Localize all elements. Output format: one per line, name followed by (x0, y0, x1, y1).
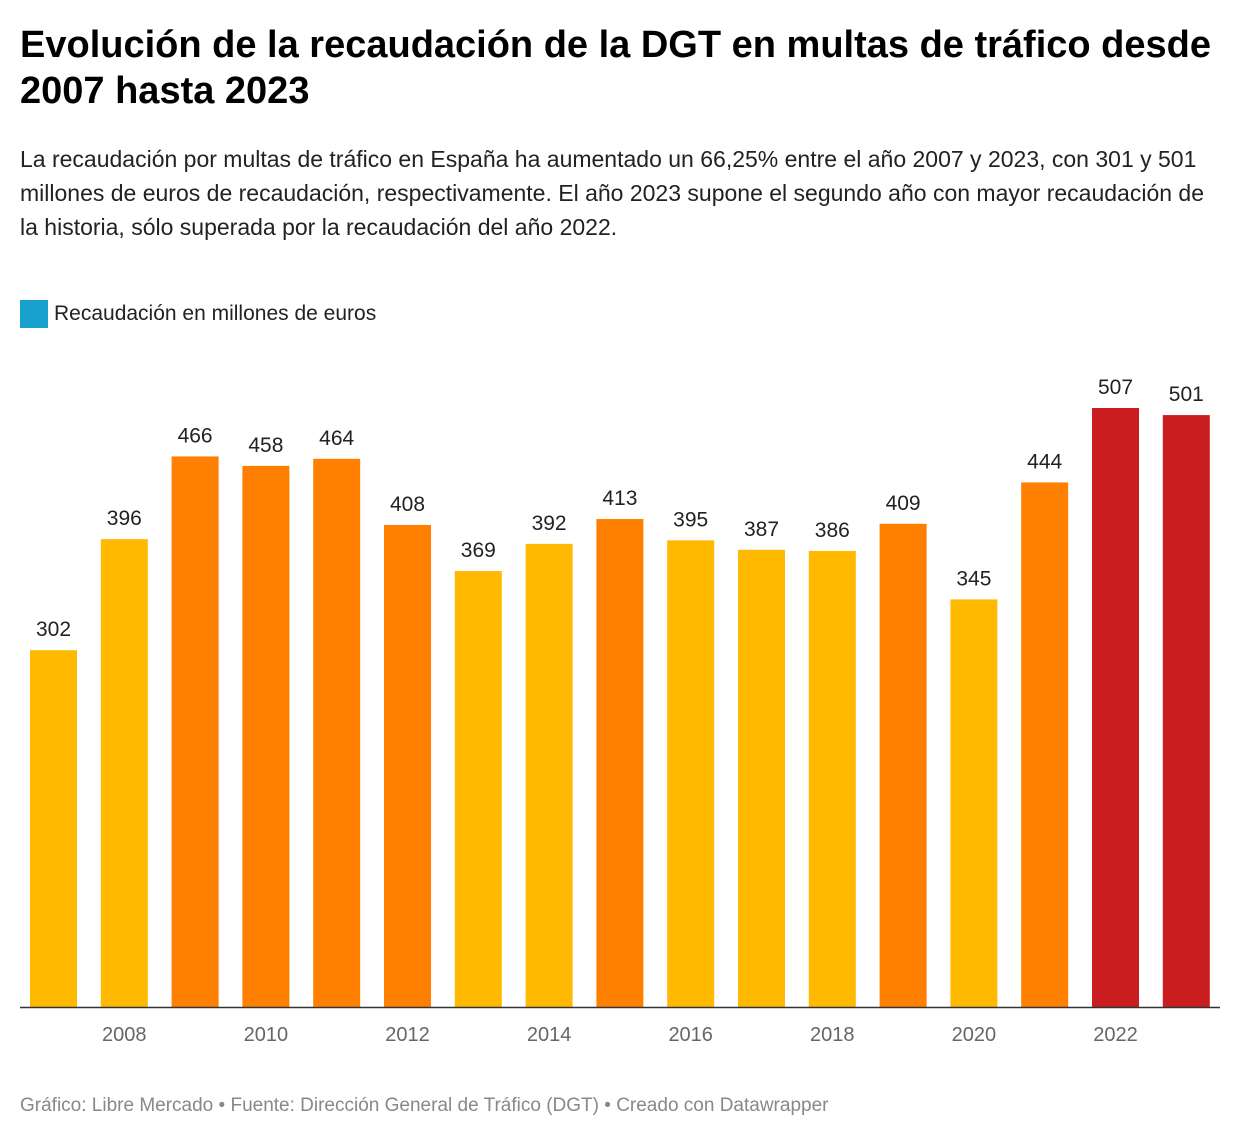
x-tick-2010: 2010 (244, 1024, 289, 1046)
bar-2023 (1162, 415, 1210, 1007)
x-tick-2016: 2016 (668, 1024, 713, 1046)
data-label-2007: 302 (36, 618, 71, 641)
data-label-2009: 466 (178, 424, 213, 447)
data-label-2011: 464 (319, 427, 354, 450)
data-label-2021: 444 (1027, 450, 1062, 473)
bar-2018 (808, 550, 856, 1007)
data-label-2017: 387 (744, 518, 779, 541)
data-label-2019: 409 (886, 492, 921, 515)
bar-2008 (100, 539, 148, 1007)
bar-2010 (242, 465, 290, 1008)
bar-2017 (738, 549, 785, 1007)
bar-2013 (454, 571, 502, 1007)
bar-2014 (525, 543, 573, 1007)
x-tick-2018: 2018 (810, 1024, 855, 1046)
data-label-2016: 395 (673, 508, 708, 531)
chart-title: Evolución de la recaudación de la DGT en… (20, 24, 1211, 112)
bar-2012 (384, 524, 431, 1007)
bar-2022 (1092, 408, 1139, 1007)
bar-2015 (596, 519, 644, 1007)
data-label-2013: 369 (461, 539, 496, 562)
bar-2009 (171, 456, 219, 1008)
bar-2019 (879, 523, 927, 1007)
x-tick-2020: 2020 (952, 1024, 997, 1046)
footer-credits: Gráfico: Libre Mercado • Fuente: Direcci… (20, 1095, 829, 1116)
data-label-2015: 413 (602, 487, 637, 510)
legend: Recaudación en millones de euros (20, 300, 376, 328)
x-tick-2022: 2022 (1093, 1024, 1138, 1046)
x-tick-2014: 2014 (527, 1024, 572, 1046)
x-tick-2008: 2008 (102, 1024, 147, 1046)
data-label-2022: 507 (1098, 376, 1133, 399)
data-label-2018: 386 (815, 519, 850, 542)
bar-2016 (667, 540, 715, 1007)
bar-2007 (30, 650, 77, 1007)
bar-2020 (950, 599, 998, 1007)
legend-label: Recaudación en millones de euros (54, 302, 377, 325)
x-tick-2012: 2012 (385, 1024, 430, 1046)
data-label-2012: 408 (390, 493, 425, 516)
chart-subtitle: La recaudación por multas de tráfico en … (20, 146, 1204, 240)
legend-swatch (20, 300, 48, 328)
bar-2011 (313, 458, 361, 1008)
data-label-2020: 345 (956, 567, 991, 590)
data-label-2008: 396 (107, 507, 142, 530)
data-label-2023: 501 (1169, 383, 1204, 406)
data-label-2014: 392 (532, 512, 567, 535)
bar-2021 (1021, 482, 1069, 1007)
data-label-2010: 458 (248, 434, 283, 457)
